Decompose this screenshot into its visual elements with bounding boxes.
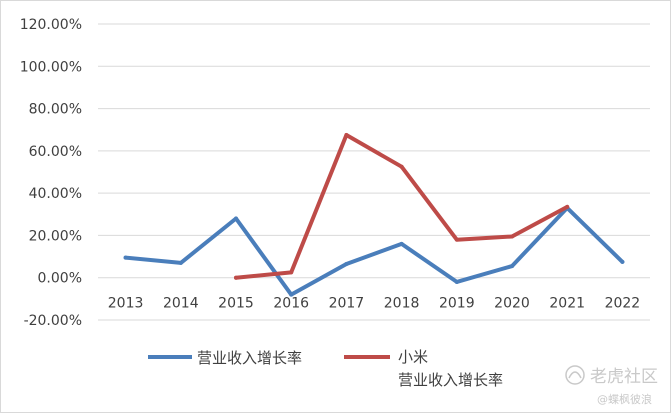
data-point-series-2 [289,270,294,275]
series-line-1 [123,205,625,297]
y-axis-ticks: 120.00% 100.00% 80.00% 60.00% 40.00% 20.00% 0.… [20,17,82,329]
data-point-series-1 [344,261,349,266]
x-tick-label: 2019 [439,296,475,312]
data-point-series-2 [399,164,404,169]
data-point-series-2 [234,275,238,280]
x-tick-label: 2014 [163,296,199,312]
data-point-series-1 [289,292,294,297]
y-tick-label: 40.00% [29,186,82,202]
data-point-series-2 [510,234,514,239]
data-point-series-1 [454,279,459,284]
data-point-series-1 [399,241,404,246]
data-point-series-1 [123,255,128,260]
x-tick-label: 2013 [108,296,144,312]
x-tick-label: 2018 [384,296,420,312]
y-tick-label: 60.00% [29,144,82,160]
x-tick-label: 2016 [273,296,309,312]
series-lines [123,133,625,297]
tiger-logo-icon [565,365,585,385]
x-tick-label: 2021 [549,296,585,312]
watermark-handle: @蝶枫彼浪 [597,392,652,406]
y-tick-label: -20.00% [24,313,82,329]
x-tick-label: 2022 [605,296,641,312]
data-point-series-2 [344,133,349,137]
x-tick-label: 2020 [494,296,530,312]
x-tick-label: 2015 [218,296,254,312]
legend-label-series-2-line-1: 小米 [398,348,428,366]
legend: 营业收入增长率 小米 营业收入增长率 [148,348,503,389]
y-tick-label: 20.00% [29,228,82,244]
legend-label-series-1: 营业收入增长率 [197,349,302,367]
watermark: 老虎社区 @蝶枫彼浪 [565,365,658,406]
data-point-series-2 [565,204,570,209]
data-point-series-1 [510,264,514,269]
data-point-series-1 [178,260,183,265]
x-tick-label: 2017 [329,296,365,312]
y-tick-label: 120.00% [20,17,82,33]
y-tick-label: 80.00% [29,102,82,118]
gridlines [98,23,650,321]
watermark-brand: 老虎社区 [590,367,658,387]
x-axis-ticks: 2013 2014 2015 2016 2017 2018 2019 2020 2021 2022 [108,296,640,312]
y-tick-label: 0.00% [38,271,82,287]
legend-label-series-2-line-2: 营业收入增长率 [398,371,503,389]
data-point-series-2 [454,237,459,242]
y-tick-label: 100.00% [20,59,82,75]
data-point-series-1 [620,259,625,264]
data-point-series-1 [234,216,238,221]
